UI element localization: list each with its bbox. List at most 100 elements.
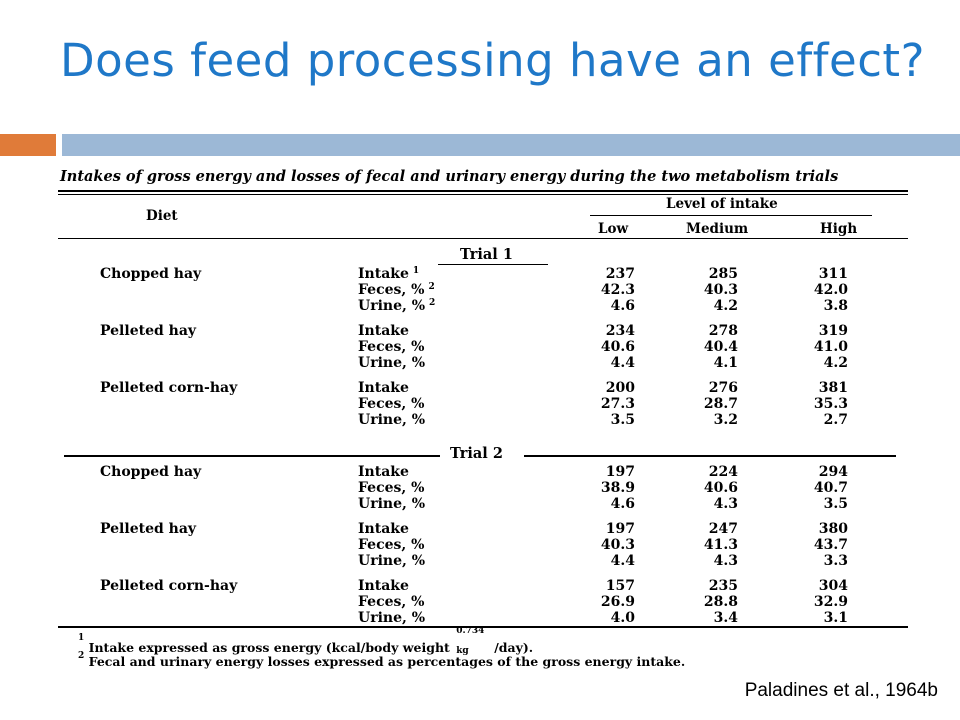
- table-cell-medium: 247: [708, 521, 738, 537]
- measure-label: Feces, %: [358, 396, 424, 412]
- trial-1-underline: [438, 264, 548, 265]
- footnote-1-text: Intake expressed as gross energy (kcal/b…: [88, 640, 450, 655]
- table-cell-low: 4.4: [610, 553, 635, 569]
- footnote-1-end: /day).: [494, 640, 534, 655]
- diet-name: Chopped hay: [100, 266, 202, 282]
- diet-name: Pelleted corn-hay: [100, 380, 238, 396]
- table-top-rule: [58, 190, 908, 192]
- table-cell-high: 3.8: [823, 298, 848, 314]
- footnote-ref: 2: [429, 298, 436, 308]
- diet-name: Chopped hay: [100, 464, 202, 480]
- measure-text: Urine, %: [358, 298, 426, 314]
- measure-label: Urine, %: [358, 355, 425, 371]
- table-cell-medium: 40.3: [703, 282, 738, 298]
- footnote-1-exp: 0.734: [456, 626, 485, 636]
- measure-label: Feces, %: [358, 594, 424, 610]
- measure-text: Urine, %: [358, 553, 426, 569]
- table-cell-low: 40.3: [600, 537, 635, 553]
- footnote-ref: 2: [428, 282, 435, 292]
- measure-label: Intake: [358, 464, 409, 480]
- measure-label: Urine, % 2: [358, 298, 435, 314]
- measure-label: Intake: [358, 521, 409, 537]
- measure-text: Feces, %: [358, 339, 425, 355]
- footnote-2-text: Fecal and urinary energy losses expresse…: [88, 654, 686, 669]
- table-cell-medium: 285: [708, 266, 738, 282]
- table-cell-high: 2.7: [823, 412, 848, 428]
- measure-label: Urine, %: [358, 553, 425, 569]
- measure-text: Feces, %: [358, 594, 425, 610]
- column-header-low: Low: [598, 221, 629, 237]
- measure-label: Intake: [358, 323, 409, 339]
- table-cell-high: 43.7: [813, 537, 848, 553]
- measure-text: Urine, %: [358, 496, 426, 512]
- table-cell-high: 3.3: [823, 553, 848, 569]
- measure-text: Urine, %: [358, 610, 426, 626]
- table-cell-medium: 41.3: [703, 537, 738, 553]
- measure-text: Intake: [358, 464, 409, 480]
- table-cell-high: 294: [818, 464, 848, 480]
- trial-2-label: Trial 2: [450, 445, 503, 462]
- measure-label: Urine, %: [358, 610, 425, 626]
- table-cell-low: 42.3: [600, 282, 635, 298]
- table-cell-low: 3.5: [610, 412, 635, 428]
- table-cell-high: 380: [818, 521, 848, 537]
- measure-label: Intake: [358, 578, 409, 594]
- measure-label: Intake 1: [358, 266, 419, 282]
- measure-text: Feces, %: [358, 480, 425, 496]
- table-cell-low: 40.6: [600, 339, 635, 355]
- table-cell-low: 27.3: [600, 396, 635, 412]
- table-bottom-rule: [58, 626, 908, 628]
- measure-text: Urine, %: [358, 355, 426, 371]
- table-cell-low: 38.9: [600, 480, 635, 496]
- table-cell-low: 157: [605, 578, 635, 594]
- table-cell-low: 197: [605, 521, 635, 537]
- table-cell-high: 35.3: [813, 396, 848, 412]
- table-cell-medium: 235: [708, 578, 738, 594]
- footnote-2: 2 Fecal and urinary energy losses expres…: [78, 651, 686, 669]
- measure-label: Urine, %: [358, 412, 425, 428]
- table-cell-high: 32.9: [813, 594, 848, 610]
- table-cell-medium: 276: [708, 380, 738, 396]
- footnote-1-unit: kg: [456, 646, 469, 656]
- citation: Paladines et al., 1964b: [744, 680, 938, 701]
- table-cell-low: 4.6: [610, 298, 635, 314]
- level-of-intake-header: Level of intake: [666, 196, 778, 212]
- table-caption: Intakes of gross energy and losses of fe…: [60, 168, 839, 185]
- table-cell-low: 4.6: [610, 496, 635, 512]
- trial-2-line-right: [524, 455, 896, 457]
- measure-text: Feces, %: [358, 396, 425, 412]
- table-cell-medium: 224: [708, 464, 738, 480]
- measure-label: Feces, %: [358, 537, 424, 553]
- table-cell-low: 4.0: [610, 610, 635, 626]
- table-cell-low: 197: [605, 464, 635, 480]
- table-cell-medium: 3.2: [713, 412, 738, 428]
- measure-label: Feces, %: [358, 480, 424, 496]
- table-cell-low: 4.4: [610, 355, 635, 371]
- footnote-1-exponent: 0.734 kg: [454, 626, 494, 656]
- table-cell-low: 200: [605, 380, 635, 396]
- measure-text: Feces, %: [358, 537, 425, 553]
- measure-text: Intake: [358, 380, 409, 396]
- table-cell-medium: 4.3: [713, 553, 738, 569]
- table-cell-high: 3.1: [823, 610, 848, 626]
- table-cell-high: 319: [818, 323, 848, 339]
- footnote-2-mark: 2: [78, 651, 85, 661]
- column-header-high: High: [820, 221, 858, 237]
- table-cell-medium: 3.4: [713, 610, 738, 626]
- table-cell-high: 41.0: [813, 339, 848, 355]
- diet-header: Diet: [146, 208, 178, 224]
- table-cell-medium: 4.3: [713, 496, 738, 512]
- table-cell-medium: 28.8: [703, 594, 738, 610]
- measure-text: Intake: [358, 521, 409, 537]
- accent-bar-orange: [0, 134, 56, 156]
- energy-table: Intakes of gross energy and losses of fe…: [58, 166, 908, 669]
- measure-label: Intake: [358, 380, 409, 396]
- table-cell-high: 381: [818, 380, 848, 396]
- trial-1-label: Trial 1: [460, 246, 513, 263]
- table-cell-medium: 278: [708, 323, 738, 339]
- accent-bar-blue: [62, 134, 960, 156]
- column-header-medium: Medium: [686, 221, 749, 237]
- measure-text: Intake: [358, 578, 409, 594]
- table-cell-low: 237: [605, 266, 635, 282]
- measure-label: Urine, %: [358, 496, 425, 512]
